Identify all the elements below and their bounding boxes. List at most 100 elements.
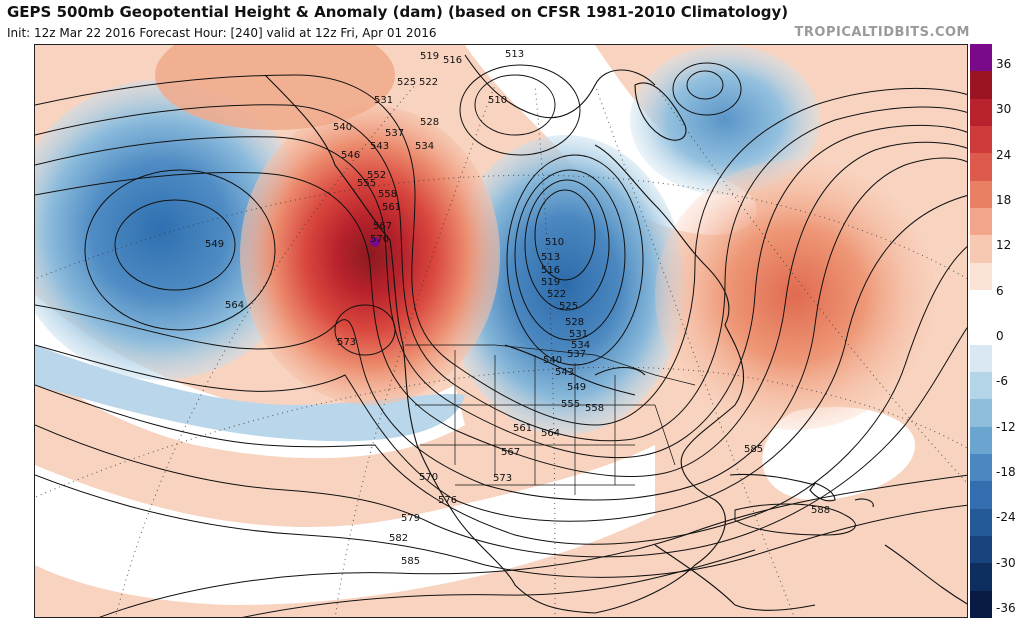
colorbar-tick-label: 12 bbox=[996, 238, 1012, 253]
label-513: 513 bbox=[505, 49, 524, 60]
colorbar-segment bbox=[970, 290, 992, 318]
label-585-sw: 585 bbox=[401, 556, 420, 567]
pacific-blue-tail bbox=[35, 345, 465, 442]
colorbar-segment bbox=[970, 98, 992, 127]
colorbar-segment bbox=[970, 372, 992, 400]
height-contours bbox=[35, 62, 967, 617]
label-537: 537 bbox=[385, 128, 404, 139]
label-573-sw: 573 bbox=[493, 473, 512, 484]
label-567: 567 bbox=[373, 221, 392, 232]
label-522: 522 bbox=[419, 77, 438, 88]
graticule bbox=[35, 84, 967, 617]
label-510-north: 510 bbox=[488, 95, 507, 106]
colorbar-tick-label: -6 bbox=[996, 374, 1008, 389]
colorbar-segment bbox=[970, 71, 992, 100]
label-558-low: 558 bbox=[585, 403, 604, 414]
label-531-low: 531 bbox=[569, 329, 588, 340]
colorbar-tick-label: 36 bbox=[996, 57, 1012, 71]
label-582: 582 bbox=[389, 533, 408, 544]
brand-watermark: TROPICALTIDBITS.COM bbox=[794, 25, 970, 40]
label-525: 525 bbox=[397, 77, 416, 88]
colorbar-segment bbox=[970, 399, 992, 428]
label-543-low: 543 bbox=[555, 367, 574, 378]
label-540: 540 bbox=[333, 122, 352, 133]
colorbar-segment bbox=[970, 536, 992, 564]
label-555: 555 bbox=[357, 178, 376, 189]
colorbar-segment bbox=[970, 508, 992, 537]
label-540-low: 540 bbox=[543, 355, 562, 366]
label-567-low: 567 bbox=[501, 447, 520, 458]
label-516: 516 bbox=[443, 55, 462, 66]
label-552: 552 bbox=[367, 170, 386, 181]
label-528-low: 528 bbox=[565, 317, 584, 328]
ridge-max-marker bbox=[370, 237, 380, 247]
colorbar-segment bbox=[970, 481, 992, 510]
anomaly-map: 519 516 513 525 522 531 528 540 537 543 … bbox=[35, 45, 967, 617]
colorbar-tick-label: 6 bbox=[996, 283, 1004, 298]
contour-labels: 519 516 513 525 522 531 528 540 537 543 … bbox=[205, 49, 830, 567]
label-525-low: 525 bbox=[559, 301, 578, 312]
label-570-sw: 570 bbox=[419, 472, 438, 483]
colorbar-tick-label: -18 bbox=[996, 465, 1016, 479]
colorbar-tick-label: -12 bbox=[996, 419, 1016, 434]
atlantic-ridge-anomaly bbox=[655, 160, 935, 430]
colorbar-segment bbox=[970, 426, 992, 455]
greenland-low-anomaly bbox=[630, 45, 820, 195]
colorbar-segment bbox=[970, 590, 992, 619]
chart-subtitle: Init: 12z Mar 22 2016 Forecast Hour: [24… bbox=[7, 26, 437, 40]
colorbar-segment bbox=[970, 153, 992, 182]
pacific-low-anomaly bbox=[35, 80, 310, 380]
label-534-low: 534 bbox=[571, 340, 590, 351]
label-579: 579 bbox=[401, 513, 420, 524]
colorbar-segment bbox=[970, 208, 992, 236]
label-561: 561 bbox=[382, 202, 401, 213]
label-537-low: 537 bbox=[567, 349, 586, 360]
label-519: 519 bbox=[420, 51, 439, 62]
label-573: 573 bbox=[337, 337, 356, 348]
label-564-low: 564 bbox=[541, 428, 560, 439]
label-588: 588 bbox=[811, 505, 830, 516]
colorbar bbox=[970, 44, 992, 619]
label-555-low: 555 bbox=[561, 399, 580, 410]
colorbar-segment bbox=[970, 262, 992, 291]
colorbar-segment bbox=[970, 235, 992, 264]
label-549-low: 549 bbox=[567, 382, 586, 393]
colorbar-segment bbox=[970, 317, 992, 346]
colorbar-segment bbox=[970, 454, 992, 482]
label-522-low: 522 bbox=[547, 289, 566, 300]
colorbar-tick-label: 18 bbox=[996, 193, 1012, 207]
label-561-low: 561 bbox=[513, 423, 532, 434]
coastlines bbox=[264, 54, 967, 614]
colorbar-segment bbox=[970, 563, 992, 592]
colorbar-segment bbox=[970, 180, 992, 209]
label-546: 546 bbox=[341, 150, 360, 161]
colorbar-tick-label: 0 bbox=[996, 329, 1004, 343]
colorbar-segment bbox=[970, 44, 992, 72]
label-513-low: 513 bbox=[541, 252, 560, 263]
colorbar-tick-label: -30 bbox=[996, 555, 1016, 570]
chart-title: GEPS 500mb Geopotential Height & Anomaly… bbox=[7, 3, 789, 21]
colorbar-tick-label: 24 bbox=[996, 147, 1012, 162]
canada-low-anomaly bbox=[445, 135, 685, 435]
label-534: 534 bbox=[415, 141, 434, 152]
colorbar-segment bbox=[970, 344, 992, 373]
label-516-low: 516 bbox=[541, 265, 560, 276]
label-564: 564 bbox=[225, 300, 244, 311]
label-570: 570 bbox=[370, 234, 389, 245]
label-558: 558 bbox=[378, 189, 397, 200]
label-576: 576 bbox=[438, 495, 457, 506]
label-549: 549 bbox=[205, 239, 224, 250]
colorbar-tick-label: -24 bbox=[996, 510, 1016, 525]
map-panel: 519 516 513 525 522 531 528 540 537 543 … bbox=[34, 44, 968, 618]
label-531: 531 bbox=[374, 95, 393, 106]
label-510: 510 bbox=[545, 237, 564, 248]
west-coast-ridge-anomaly bbox=[240, 105, 500, 405]
colorbar-tick-label: -36 bbox=[996, 601, 1016, 615]
label-543: 543 bbox=[370, 141, 389, 152]
label-585-atlantic: 585 bbox=[744, 444, 763, 455]
label-528: 528 bbox=[420, 117, 439, 128]
bering-ridge-anomaly bbox=[155, 45, 395, 130]
colorbar-segment bbox=[970, 126, 992, 154]
colorbar-tick-label: 30 bbox=[996, 102, 1012, 117]
label-519-low: 519 bbox=[541, 277, 560, 288]
